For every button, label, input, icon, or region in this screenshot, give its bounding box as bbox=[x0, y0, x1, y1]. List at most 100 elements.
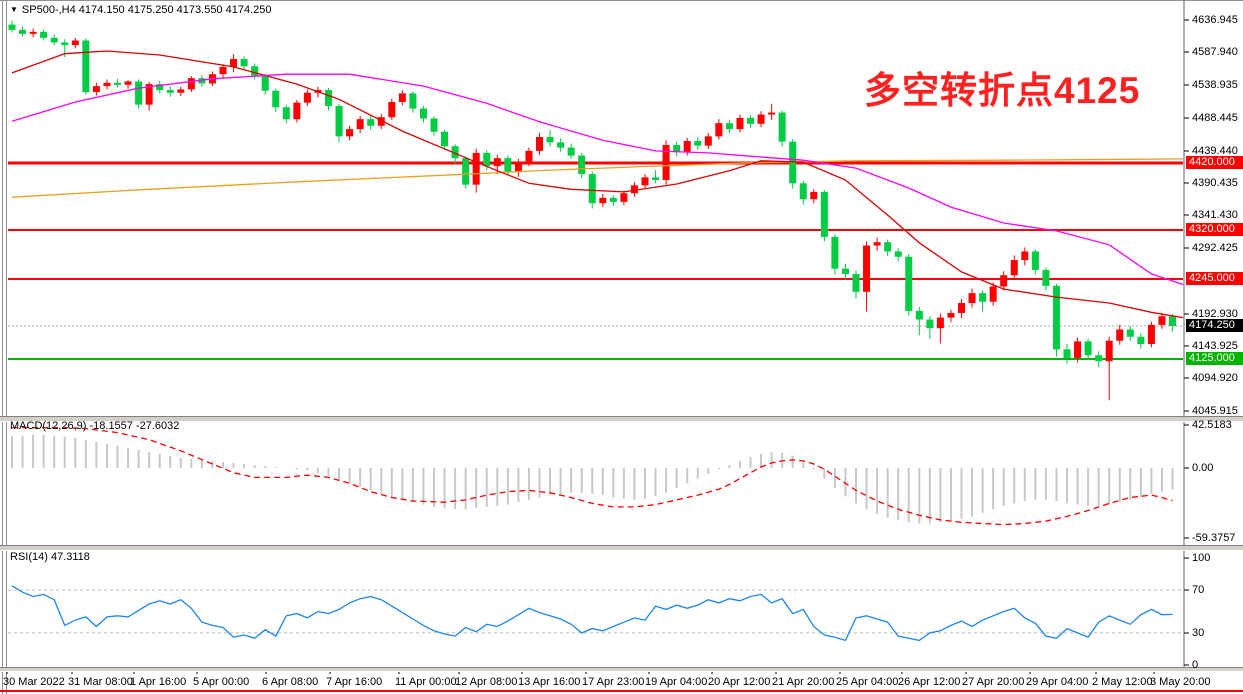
candle-bull bbox=[493, 158, 501, 167]
macd-header: MACD(12,26,9) -18.1557 -27.6032 bbox=[10, 420, 179, 432]
candle-bear bbox=[462, 158, 470, 185]
window-left-edge-inner bbox=[6, 0, 7, 694]
candle-bear bbox=[19, 29, 27, 34]
candle-bear bbox=[409, 93, 417, 109]
rsi-axis-label: 70 bbox=[1192, 584, 1205, 596]
time-axis-label: 19 Apr 04:00 bbox=[645, 676, 708, 688]
candle-bear bbox=[198, 78, 206, 84]
candle-bull bbox=[71, 40, 79, 46]
candle-bear bbox=[979, 293, 987, 302]
candle-bear bbox=[50, 37, 58, 43]
panel-separator-macd[interactable] bbox=[0, 416, 1243, 422]
candle-bull bbox=[536, 137, 543, 151]
price-axis-label: 4292.425 bbox=[1192, 242, 1238, 254]
candle-bear bbox=[325, 90, 332, 106]
candle-bear bbox=[694, 140, 702, 146]
window-top-edge bbox=[0, 0, 1243, 1]
candle-bear bbox=[251, 66, 259, 76]
price-axis-label: 4439.440 bbox=[1192, 145, 1238, 157]
candle-bear bbox=[852, 273, 860, 292]
macd-axis-label: -59.3757 bbox=[1192, 532, 1236, 544]
rsi-header: RSI(14) 47.3118 bbox=[10, 551, 90, 563]
price-axis-label: 4045.915 bbox=[1192, 405, 1238, 417]
level-price-box: 4320.000 bbox=[1186, 223, 1243, 236]
candle-bear bbox=[261, 75, 269, 91]
candle-bull bbox=[29, 31, 37, 34]
candle-bull bbox=[936, 317, 944, 329]
time-axis-label: 12 Apr 08:00 bbox=[455, 676, 518, 688]
price-axis-label: 4587.940 bbox=[1192, 46, 1238, 58]
price-axis-label: 4488.445 bbox=[1192, 112, 1238, 124]
time-axis-label: 13 Apr 16:00 bbox=[518, 676, 581, 688]
candle-bull bbox=[810, 191, 818, 200]
candle-bear bbox=[915, 310, 923, 320]
candle-bear bbox=[609, 197, 617, 202]
candle-bull bbox=[377, 117, 385, 126]
candle-bear bbox=[1095, 355, 1103, 362]
candle-bull bbox=[1074, 341, 1082, 358]
candle-bull bbox=[388, 101, 396, 118]
time-axis-label: 6 Apr 08:00 bbox=[262, 676, 319, 688]
level-price-box: 4420.000 bbox=[1186, 156, 1243, 169]
price-axis-label: 4390.435 bbox=[1192, 177, 1238, 189]
candle-bear bbox=[419, 108, 427, 119]
candle-bear bbox=[114, 82, 121, 85]
candle-bear bbox=[8, 24, 16, 30]
candle-bear bbox=[778, 112, 786, 142]
candle-bull bbox=[145, 84, 153, 105]
candle-bull bbox=[863, 245, 871, 292]
time-axis-label: 7 Apr 16:00 bbox=[326, 676, 383, 688]
candle-bear bbox=[926, 319, 934, 329]
current-price-box: 4174.250 bbox=[1186, 319, 1243, 332]
candle-bear bbox=[40, 31, 48, 38]
candle-bear bbox=[166, 90, 174, 93]
candle-bull bbox=[715, 123, 723, 137]
candle-bull bbox=[958, 303, 965, 313]
candle-bull bbox=[1010, 260, 1018, 276]
candle-bull bbox=[177, 89, 185, 93]
price-axis-label: 4538.935 bbox=[1192, 79, 1238, 91]
candle-bull bbox=[514, 162, 522, 172]
time-axis-label: 1 Apr 16:00 bbox=[130, 676, 187, 688]
candle-bear bbox=[1137, 336, 1145, 345]
candle-bear bbox=[82, 40, 90, 93]
candle-bull bbox=[989, 286, 997, 302]
candle-bull bbox=[346, 129, 354, 137]
candle-bear bbox=[430, 118, 438, 132]
time-axis-label: 29 Apr 04:00 bbox=[1026, 676, 1089, 688]
ma-fast-red bbox=[11, 50, 1184, 319]
time-axis-label: 2 May 12:00 bbox=[1092, 676, 1153, 688]
candle-bear bbox=[546, 137, 554, 143]
time-axis-label: 25 Apr 04:00 bbox=[836, 676, 899, 688]
candle-bear bbox=[841, 268, 849, 274]
symbol-dropdown-icon[interactable]: ▼ bbox=[10, 5, 18, 14]
candle-bear bbox=[894, 251, 902, 257]
candle-bull bbox=[662, 144, 670, 181]
candle-bull bbox=[704, 136, 712, 146]
candle-bear bbox=[905, 256, 913, 311]
rsi-axis-label: 30 bbox=[1192, 627, 1205, 639]
panel-separator-rsi[interactable] bbox=[0, 545, 1243, 551]
candle-bear bbox=[483, 152, 491, 167]
candle-bull bbox=[641, 177, 649, 186]
candle-bear bbox=[652, 177, 660, 181]
candle-bull bbox=[303, 92, 311, 103]
candle-bear bbox=[1169, 316, 1176, 327]
ohlc-values: 4174.150 4175.250 4173.550 4174.250 bbox=[78, 4, 272, 16]
level-price-box: 4125.000 bbox=[1186, 352, 1243, 365]
candle-bull bbox=[398, 93, 406, 102]
candle-bear bbox=[831, 236, 839, 269]
candle-bull bbox=[187, 78, 195, 90]
candle-bear bbox=[799, 183, 807, 200]
time-axis-label: 27 Apr 20:00 bbox=[962, 676, 1025, 688]
macd-values: -18.1557 -27.6032 bbox=[89, 420, 180, 432]
candle-bear bbox=[673, 144, 681, 153]
panel-separator-axis bbox=[0, 667, 1243, 672]
candle-bull bbox=[968, 293, 976, 304]
annotation-text: 多空转折点4125 bbox=[864, 70, 1141, 111]
price-axis-label: 4143.925 bbox=[1192, 340, 1238, 352]
candle-bull bbox=[947, 312, 955, 318]
candle-bull bbox=[124, 81, 132, 85]
candle-bear bbox=[1031, 251, 1039, 270]
